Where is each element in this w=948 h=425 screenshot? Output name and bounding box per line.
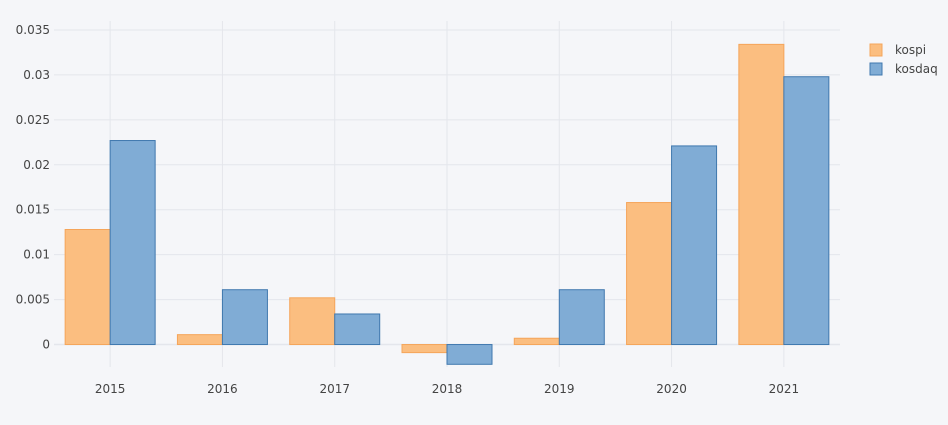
y-tick-label: 0.01 (23, 248, 50, 262)
legend: kospi kosdaq (869, 43, 938, 76)
x-tick-label: 2017 (319, 382, 350, 396)
bar-kosdaq (446, 344, 493, 365)
y-tick-label: 0.035 (16, 23, 50, 37)
y-tick-label: 0.025 (16, 113, 50, 127)
bar-kospi (289, 297, 336, 346)
x-tick-label: 2019 (544, 382, 575, 396)
bar-kospi (64, 228, 111, 346)
y-tick-label: 0.02 (23, 158, 50, 172)
legend-label-kospi: kospi (895, 43, 926, 57)
x-tick-label: 2016 (207, 382, 238, 396)
bar-kospi (738, 43, 785, 346)
bar-kosdaq (671, 145, 718, 346)
legend-swatch-kosdaq (869, 62, 883, 76)
grid (54, 21, 840, 367)
bar-kosdaq (334, 313, 381, 346)
bar-kospi (513, 337, 560, 346)
bar-kospi (176, 334, 223, 346)
bars (64, 43, 830, 365)
x-tick-label: 2020 (656, 382, 687, 396)
y-tick-label: 0.015 (16, 203, 50, 217)
x-axis-ticks: 2015 2016 2017 2018 2019 2020 2021 (95, 382, 799, 396)
y-axis-ticks: 0 0.005 0.01 0.015 0.02 0.025 0.03 0.035 (16, 23, 50, 352)
bar-kosdaq (783, 76, 830, 346)
legend-swatch-kospi (869, 43, 883, 57)
bar-kospi (626, 202, 673, 346)
bar-kospi (401, 344, 448, 354)
x-tick-label: 2018 (432, 382, 463, 396)
bar-kosdaq (221, 289, 268, 346)
y-tick-label: 0.03 (23, 68, 50, 82)
legend-label-kosdaq: kosdaq (895, 62, 938, 76)
bar-kosdaq (109, 140, 156, 346)
y-tick-label: 0.005 (16, 293, 50, 307)
bar-kosdaq (558, 289, 605, 346)
y-tick-label: 0 (42, 338, 50, 352)
x-tick-label: 2015 (95, 382, 126, 396)
x-tick-label: 2021 (769, 382, 800, 396)
